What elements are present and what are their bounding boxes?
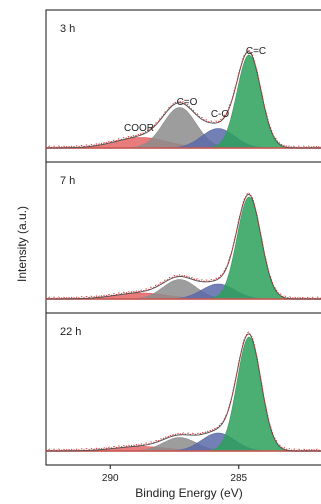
raw-spectrum <box>45 331 321 452</box>
peak-label-coor: COOR <box>124 123 154 134</box>
x-axis: 290 285 <box>102 465 248 484</box>
raw-spectrum <box>45 49 321 149</box>
panels-group: 3 h COOR C=O C-O C=C 7 h 22 h <box>45 9 321 466</box>
y-axis-title: Intensity (a.u.) <box>15 206 29 282</box>
x-tick-label: 285 <box>230 473 247 484</box>
fit-envelope <box>46 193 321 300</box>
raw-spectrum <box>45 191 321 300</box>
component-c-eq-o <box>46 107 321 149</box>
peak-label-c-o: C-O <box>211 109 230 120</box>
x-tick-label: 290 <box>102 473 119 484</box>
peak-label-c-eq-o: C=O <box>177 97 198 108</box>
panel-frame <box>45 312 321 466</box>
peak-label-c-eq-c: C=C <box>246 46 266 57</box>
panel-label: 3 h <box>60 23 75 35</box>
fit-envelope <box>46 333 321 452</box>
panel-label: 22 h <box>60 326 81 338</box>
x-axis-title: Binding Energy (eV) <box>135 486 242 500</box>
panel-3: 22 h <box>45 312 321 466</box>
panel-1: 3 h COOR C=O C-O C=C <box>45 9 321 163</box>
component-c-eq-c <box>46 336 321 452</box>
panel-label: 7 h <box>60 175 75 187</box>
panel-2: 7 h <box>45 161 321 314</box>
fit-envelope <box>45 51 321 149</box>
